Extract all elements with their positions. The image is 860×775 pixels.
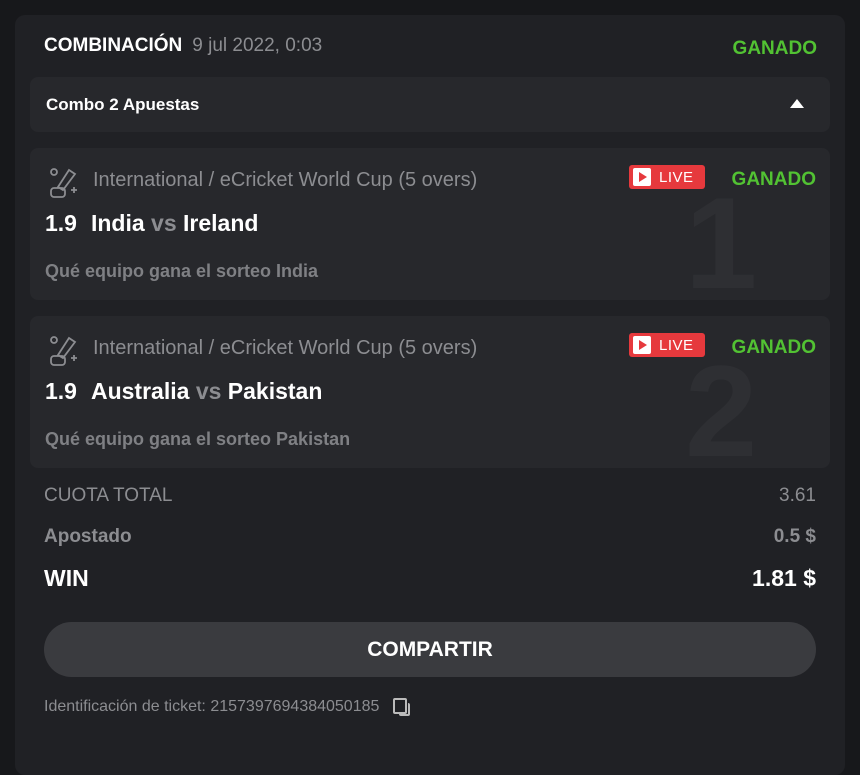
vs: vs [195, 378, 222, 404]
win-value: 1.81 $ [752, 565, 816, 591]
stake-row: Apostado 0.5 $ [44, 526, 816, 548]
combo-label: Combo 2 Apuestas [46, 95, 200, 114]
away-team: Pakistan [227, 378, 323, 404]
bet-date: 9 jul 2022, 0:03 [192, 35, 323, 56]
pick: Qué equipo gana el sorteo Pakistan [45, 429, 351, 449]
selection-status: GANADO [731, 337, 816, 358]
stake-value: 0.5 $ [773, 526, 816, 547]
total-odds-row: CUOTA TOTAL 3.61 [44, 485, 816, 507]
selection-number: 2 [685, 338, 758, 468]
copy-icon[interactable] [391, 697, 411, 717]
combo-toggle[interactable]: Combo 2 Apuestas [30, 77, 830, 132]
bet-card: COMBINACIÓN 9 jul 2022, 0:03 GANADO Combo… [15, 15, 845, 775]
esports-cricket-icon [50, 168, 77, 198]
live-badge: LIVE [629, 333, 705, 357]
win-row: WIN 1.81 $ [44, 565, 816, 592]
total-odds-label: CUOTA TOTAL [44, 485, 173, 506]
home-team: Australia [90, 378, 190, 404]
total-odds-value: 3.61 [779, 485, 816, 506]
match: 1.9 India vs Ireland [45, 210, 258, 237]
live-badge: LIVE [629, 165, 705, 189]
chevron-up-icon [790, 99, 804, 108]
league-name: International / eCricket World Cup (5 ov… [93, 169, 478, 191]
league-name: International / eCricket World Cup (5 ov… [93, 337, 478, 359]
selection-status: GANADO [731, 169, 816, 190]
away-team: Ireland [183, 210, 259, 236]
bet-selection: International / eCricket World Cup (5 ov… [30, 316, 830, 468]
ticket-label: Identificación de ticket: [44, 698, 206, 716]
vs: vs [151, 210, 177, 236]
live-text: LIVE [659, 337, 694, 354]
bet-selection: International / eCricket World Cup (5 ov… [30, 148, 830, 300]
play-icon [633, 336, 651, 354]
status-badge: GANADO [732, 38, 817, 59]
bet-type: COMBINACIÓN [44, 35, 183, 56]
match: 1.9 Australia vs Pakistan [45, 378, 322, 405]
ticket-number: 2157397694384050185 [210, 698, 380, 716]
odd: 1.9 [45, 210, 77, 236]
ticket-id: Identificación de ticket: 21573976943840… [44, 697, 411, 717]
pick: Qué equipo gana el sorteo India [45, 261, 319, 281]
win-label: WIN [44, 565, 89, 591]
odd: 1.9 [45, 378, 77, 404]
esports-cricket-icon [50, 336, 77, 366]
stake-label: Apostado [44, 526, 132, 547]
live-text: LIVE [659, 169, 694, 186]
play-icon [633, 168, 651, 186]
home-team: India [90, 210, 145, 236]
share-button[interactable]: COMPARTIR [44, 622, 816, 677]
bet-header: COMBINACIÓN 9 jul 2022, 0:03 [44, 35, 322, 57]
selection-number: 1 [685, 170, 758, 300]
